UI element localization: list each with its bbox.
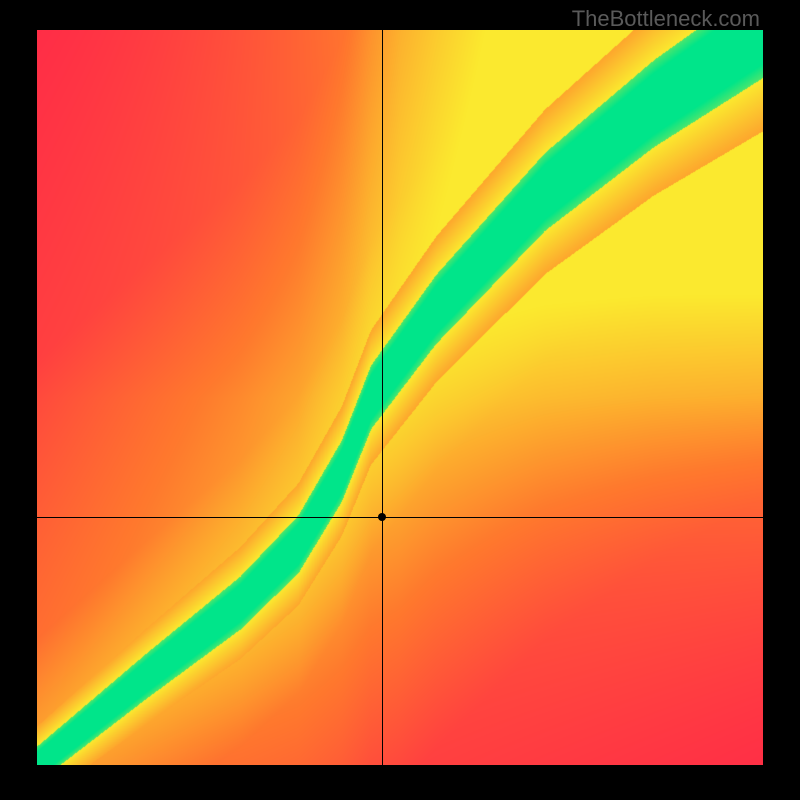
crosshair-horizontal <box>37 517 763 518</box>
heatmap-canvas <box>37 30 763 765</box>
crosshair-vertical <box>382 30 383 765</box>
crosshair-marker <box>378 513 386 521</box>
heatmap-plot <box>37 30 763 765</box>
watermark-text: TheBottleneck.com <box>572 6 760 32</box>
